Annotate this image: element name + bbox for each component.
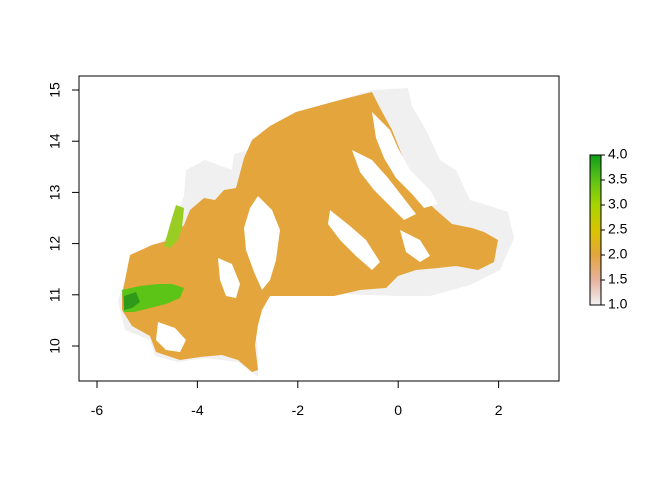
x-tick-label: -2 <box>292 402 305 418</box>
no-data-gaps <box>156 112 438 352</box>
legend-tick-label: 2.0 <box>608 246 628 262</box>
y-tick-label: 10 <box>47 338 63 354</box>
legend-tick-label: 3.5 <box>608 171 628 187</box>
legend-tick-label: 3.0 <box>608 196 628 212</box>
x-tick-label: -6 <box>91 402 104 418</box>
legend-tick-label: 2.5 <box>608 221 628 237</box>
x-tick-label: -4 <box>191 402 204 418</box>
y-tick-label: 14 <box>47 133 63 149</box>
y-tick-label: 15 <box>47 82 63 98</box>
legend-tick-label: 4.0 <box>608 146 628 162</box>
color-legend: 1.0 1.5 2.0 2.5 3.0 3.5 4.0 <box>589 146 628 312</box>
x-tick-label: 2 <box>495 402 503 418</box>
x-axis: -6 -4 -2 0 2 <box>91 380 503 418</box>
green-patch-west <box>122 284 184 312</box>
legend-color-bar <box>589 154 602 306</box>
green-patch-west-dark <box>124 292 140 310</box>
y-axis: 10 11 12 13 14 15 <box>47 82 80 354</box>
green-patch-north <box>164 205 184 248</box>
y-tick-label: 13 <box>47 184 63 200</box>
y-tick-label: 11 <box>47 287 63 302</box>
y-tick-label: 12 <box>47 236 63 252</box>
x-tick-label: 0 <box>394 402 402 418</box>
legend-tick-label: 1.0 <box>608 296 628 312</box>
legend-tick-label: 1.5 <box>608 271 628 287</box>
